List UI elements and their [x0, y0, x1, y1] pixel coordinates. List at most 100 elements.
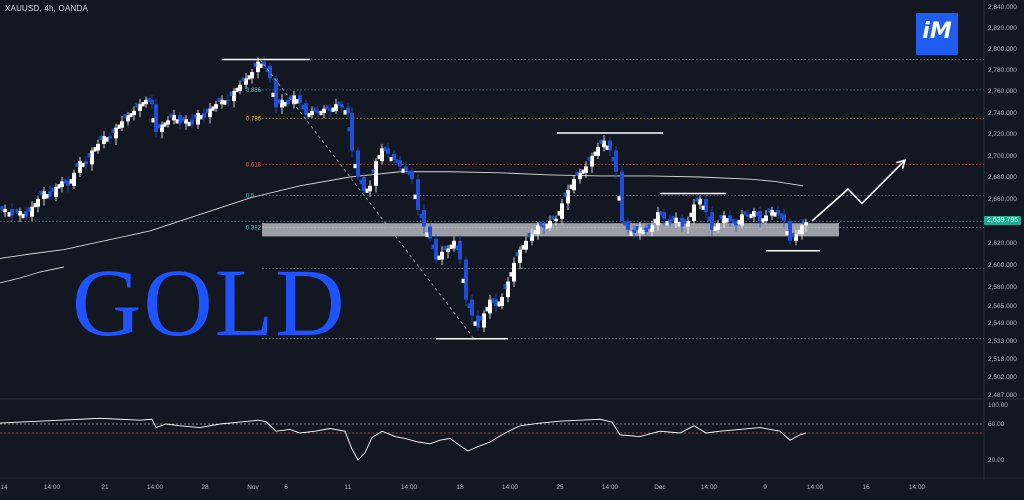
- candle-body: [181, 117, 185, 122]
- candle-body: [749, 213, 753, 219]
- candle-body: [506, 281, 510, 298]
- candle-body: [105, 137, 109, 142]
- candle-body: [431, 244, 435, 250]
- candle-body: [650, 225, 654, 232]
- candle-body: [716, 223, 720, 230]
- candle-body: [160, 124, 164, 132]
- candle-body: [226, 99, 230, 101]
- gold-watermark: GOLD: [72, 249, 347, 356]
- candle-body: [689, 212, 693, 218]
- candle-body: [147, 97, 151, 102]
- candle-body: [292, 95, 296, 105]
- candle-body: [758, 211, 762, 221]
- candle-body: [346, 107, 350, 113]
- candle-body: [686, 221, 690, 227]
- candle-body: [138, 104, 142, 111]
- candle-body: [208, 108, 212, 118]
- candle-body: [27, 207, 31, 212]
- candle-body: [626, 221, 630, 230]
- candle-body: [779, 213, 783, 218]
- fib-level-label: 0.618: [246, 162, 262, 168]
- candle-body: [319, 110, 323, 116]
- candle-body: [57, 184, 61, 189]
- candle-body: [563, 192, 567, 197]
- candle-body: [404, 166, 408, 171]
- candle-body: [48, 191, 52, 197]
- candle-body: [114, 127, 118, 139]
- candle-body: [117, 124, 121, 129]
- time-tick-label: 14:00: [502, 484, 519, 491]
- candle-body: [78, 161, 82, 173]
- candle-body: [154, 104, 158, 132]
- candle-body: [533, 229, 537, 235]
- candle-body: [485, 307, 489, 312]
- candle-body: [274, 78, 278, 108]
- candle-body: [590, 156, 594, 167]
- candle-body: [54, 186, 58, 197]
- fib-level-label: 0.382: [246, 226, 262, 232]
- candle-body: [123, 114, 127, 119]
- candle-body: [256, 61, 260, 73]
- candle-body: [791, 233, 795, 238]
- candle-body: [677, 222, 681, 227]
- candle-body: [788, 221, 792, 241]
- candle-body: [776, 210, 780, 215]
- candle-body: [268, 65, 272, 79]
- time-tick-label: 14:00: [909, 484, 926, 491]
- candle-body: [307, 113, 311, 118]
- candle-body: [60, 181, 64, 187]
- candle-body: [75, 162, 79, 168]
- price-tick-label: 2,720.000: [988, 131, 1017, 138]
- time-tick-label: Dec: [654, 484, 666, 491]
- candle-body: [36, 199, 40, 207]
- candle-body: [797, 229, 801, 235]
- candle-body: [599, 139, 603, 144]
- price-tick-label: 2,620.000: [988, 240, 1017, 247]
- candle-body: [102, 136, 106, 144]
- candle-body: [461, 278, 465, 284]
- price-tick-label: 2,549.000: [988, 320, 1017, 327]
- candle-body: [785, 230, 789, 236]
- candle-body: [151, 118, 155, 123]
- candle-body: [416, 179, 420, 210]
- candle-body: [253, 62, 257, 67]
- candle-body: [527, 233, 531, 238]
- candle-body: [389, 157, 393, 162]
- candle-body: [566, 190, 570, 204]
- candle-body: [205, 108, 209, 113]
- candle-body: [623, 221, 627, 226]
- time-tick-label: 21: [101, 484, 109, 491]
- moving-average-left-segment: [0, 266, 65, 284]
- price-tick-label: 2,800.000: [988, 46, 1017, 53]
- candle-body: [262, 61, 266, 66]
- candle-body: [126, 115, 130, 122]
- candle-body: [18, 211, 22, 216]
- indicator-tick-label: 20.00: [988, 457, 1005, 464]
- candle-body: [804, 222, 808, 226]
- candle-body: [443, 245, 447, 251]
- candle-body: [353, 163, 357, 169]
- candle-body: [386, 148, 390, 154]
- candle-body: [96, 143, 100, 151]
- candle-body: [464, 259, 468, 300]
- candle-body: [331, 107, 335, 112]
- candle-body: [608, 140, 612, 151]
- candle-body: [479, 316, 483, 321]
- candle-body: [413, 194, 417, 199]
- candle-body: [193, 114, 197, 119]
- candle-body: [452, 240, 456, 249]
- candle-body: [368, 185, 372, 192]
- candle-body: [30, 206, 34, 217]
- candle-body: [605, 145, 609, 150]
- candle-body: [611, 157, 615, 162]
- time-tick-label: Nov: [247, 484, 259, 491]
- support-zone: [262, 223, 839, 237]
- candle-body: [250, 72, 254, 79]
- price-tick-label: 2,580.000: [988, 284, 1017, 291]
- candle-body: [641, 229, 645, 235]
- candle-body: [66, 181, 70, 186]
- candle-body: [286, 99, 290, 105]
- candle-body: [773, 212, 777, 217]
